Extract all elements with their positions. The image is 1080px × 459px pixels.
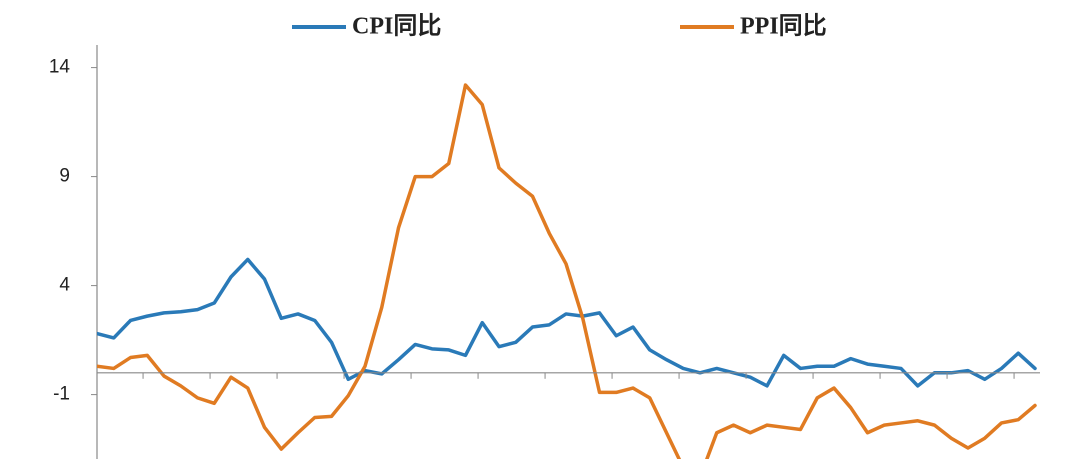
line-series: [97, 257, 1037, 388]
legend-label: CPI同比: [352, 13, 441, 40]
y-tick-label: 14: [49, 57, 71, 78]
y-tick-label: 9: [59, 166, 70, 187]
y-tick-label: -1: [53, 384, 70, 405]
line-series: [97, 83, 1037, 459]
y-tick-label: 4: [59, 275, 70, 296]
legend-label: PPI同比: [740, 13, 827, 40]
plot-area: [97, 83, 1037, 459]
